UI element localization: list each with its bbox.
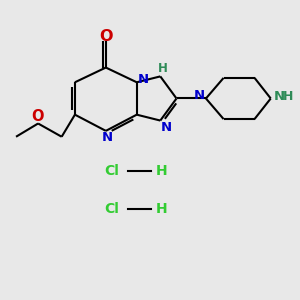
Text: O: O	[31, 109, 44, 124]
Text: Cl: Cl	[104, 202, 119, 216]
Text: H: H	[156, 202, 168, 216]
Text: N: N	[102, 131, 113, 144]
Text: H: H	[156, 164, 168, 178]
Text: H: H	[283, 91, 293, 103]
Text: N: N	[160, 121, 172, 134]
Text: N: N	[273, 91, 284, 103]
Text: N: N	[194, 89, 205, 102]
Text: O: O	[99, 29, 112, 44]
Text: H: H	[158, 61, 168, 75]
Text: N: N	[138, 73, 149, 86]
Text: Cl: Cl	[104, 164, 119, 178]
